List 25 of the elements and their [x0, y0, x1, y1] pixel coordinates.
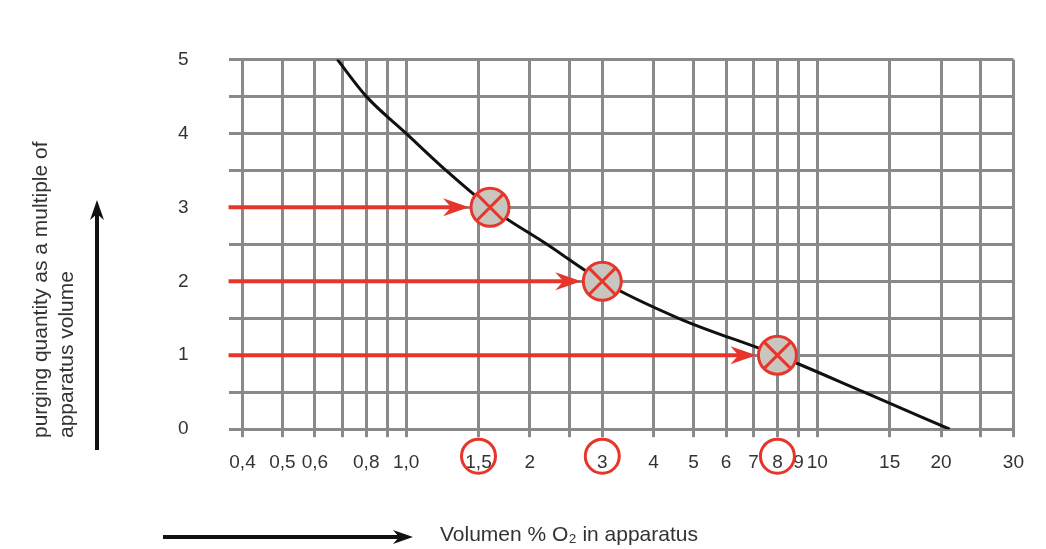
- x-tick-label: 0,4: [229, 450, 257, 472]
- y-tick-label: 2: [177, 269, 189, 291]
- x-tick-label: 1,0: [392, 450, 420, 472]
- x-tick-label: 15: [879, 450, 901, 472]
- y-tick-label: 3: [177, 195, 189, 217]
- x-tick-label: 0,6: [301, 450, 329, 472]
- y-tick-label: 4: [177, 121, 189, 143]
- y-tick-label: 0: [177, 417, 189, 439]
- y-tick-label: 5: [177, 47, 189, 69]
- x-tick-label: 0,5: [269, 450, 296, 472]
- x-tick-label: 30: [1002, 450, 1024, 472]
- x-tick-label: 2: [524, 450, 536, 472]
- x-tick-label: 8: [772, 450, 783, 472]
- x-tick-label: 20: [930, 450, 952, 472]
- x-tick-label: 5: [688, 450, 699, 472]
- x-tick-label: 0,8: [353, 450, 380, 472]
- x-tick-label: 4: [648, 450, 660, 472]
- x-tick-label: 7: [748, 450, 759, 472]
- x-tick-label: 3: [596, 450, 608, 472]
- x-axis-title: Volumen % O₂ in apparatus: [440, 522, 698, 546]
- x-tick-label: 6: [720, 450, 732, 472]
- x-tick-label: 10: [806, 450, 828, 472]
- y-axis-title: purging quantity as a multiple of apparatus volume: [27, 140, 78, 438]
- x-tick-label: 1,5: [465, 450, 492, 472]
- y-tick-label: 1: [177, 343, 189, 365]
